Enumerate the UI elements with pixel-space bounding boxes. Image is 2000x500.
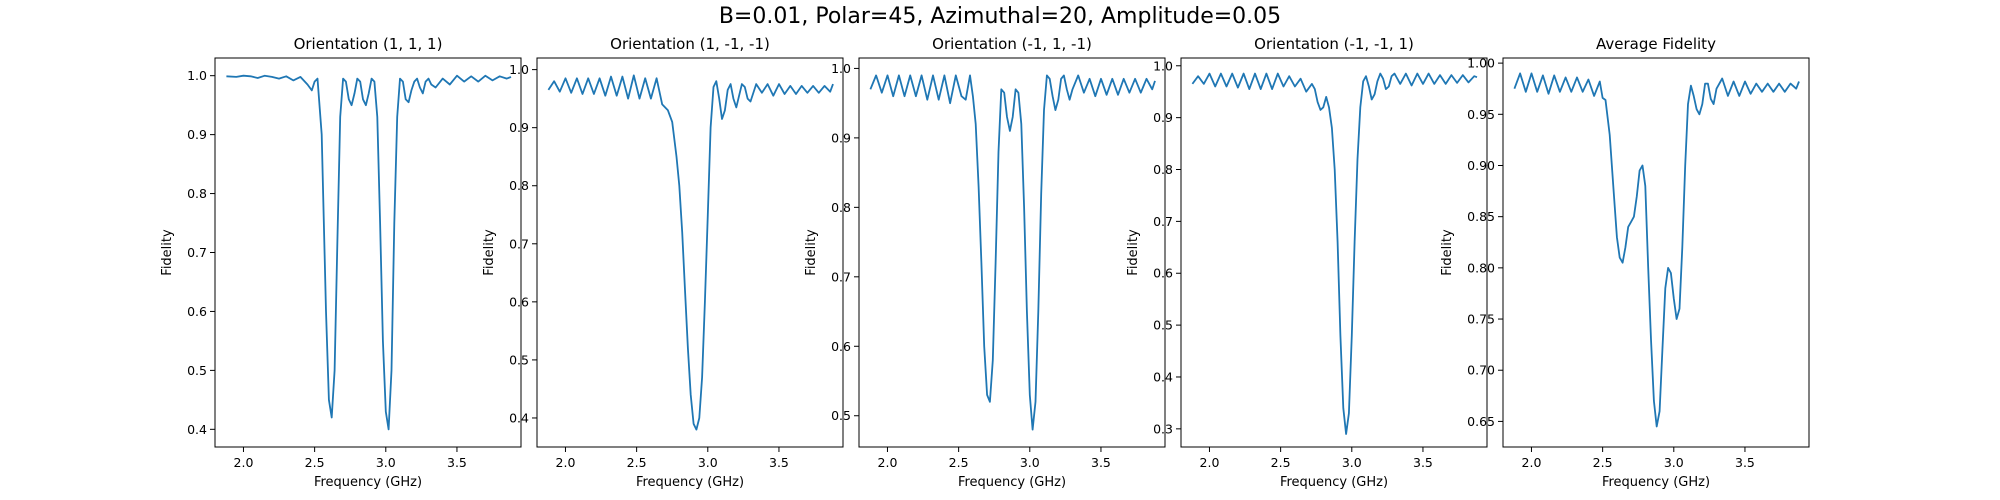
x-tick-label: 2.0 bbox=[556, 455, 576, 470]
y-tick-label: 0.6 bbox=[509, 294, 529, 309]
fidelity-line bbox=[1513, 72, 1800, 428]
x-tick-label: 3.5 bbox=[1413, 455, 1433, 470]
axes-frame bbox=[214, 57, 522, 448]
x-tick-label: 3.5 bbox=[447, 455, 467, 470]
y-tick-label: 0.8 bbox=[831, 200, 851, 215]
y-tick-label: 0.9 bbox=[831, 130, 851, 145]
y-tick-label: 0.70 bbox=[1467, 363, 1495, 378]
axes-frame bbox=[536, 57, 844, 448]
x-tick-label: 2.0 bbox=[234, 455, 254, 470]
y-tick-label: 0.8 bbox=[1153, 162, 1173, 177]
y-tick-label: 0.90 bbox=[1467, 158, 1495, 173]
x-tick-label: 3.0 bbox=[1664, 455, 1684, 470]
figure-title: B=0.01, Polar=45, Azimuthal=20, Amplitud… bbox=[718, 4, 1282, 29]
x-tick-label: 2.5 bbox=[1593, 455, 1613, 470]
subplot-title: Orientation (-1, -1, 1) bbox=[1254, 35, 1414, 53]
x-tick-label: 2.5 bbox=[1271, 455, 1291, 470]
y-tick-label: 0.7 bbox=[509, 236, 529, 251]
axes-frame bbox=[1502, 57, 1810, 448]
y-tick-label: 1.0 bbox=[509, 62, 529, 77]
y-tick-label: 0.95 bbox=[1467, 107, 1495, 122]
y-axis-label: Fidelity bbox=[160, 229, 175, 276]
y-tick-label: 0.65 bbox=[1467, 414, 1495, 429]
subplot-title: Orientation (1, -1, -1) bbox=[610, 35, 770, 53]
y-tick-label: 0.6 bbox=[187, 304, 207, 319]
y-tick-label: 0.80 bbox=[1467, 260, 1495, 275]
y-tick-label: 0.4 bbox=[1153, 369, 1173, 384]
x-tick-label: 3.0 bbox=[698, 455, 718, 470]
y-tick-label: 0.4 bbox=[187, 422, 207, 437]
y-tick-label: 1.0 bbox=[187, 68, 207, 83]
y-tick-label: 0.9 bbox=[1153, 110, 1173, 125]
x-tick-label: 2.0 bbox=[1200, 455, 1220, 470]
subplot-1: Orientation (1, 1, 1) 2.0 2.5 3.0 3.5 0.4 0.5 0… bbox=[160, 35, 522, 490]
y-tick-label: 0.7 bbox=[831, 269, 851, 284]
y-tick-label: 0.3 bbox=[1153, 421, 1173, 436]
y-tick-label: 1.0 bbox=[831, 61, 851, 76]
subplot-title: Orientation (1, 1, 1) bbox=[294, 35, 443, 53]
x-tick-label: 2.5 bbox=[627, 455, 647, 470]
subplot-4: Orientation (-1, -1, 1) 2.0 2.5 3.0 3.5 0.3 0.… bbox=[1126, 35, 1488, 490]
x-tick-label: 2.0 bbox=[1522, 455, 1542, 470]
y-tick-label: 0.8 bbox=[509, 178, 529, 193]
fidelity-line bbox=[547, 74, 834, 431]
subplot-2: Orientation (1, -1, -1) 2.0 2.5 3.0 3.5 0.4 0.… bbox=[482, 35, 844, 490]
y-tick-label: 0.75 bbox=[1467, 312, 1495, 327]
y-tick-label: 0.8 bbox=[187, 186, 207, 201]
y-axis-label: Fidelity bbox=[1440, 229, 1455, 276]
y-tick-label: 0.5 bbox=[509, 352, 529, 367]
y-tick-label: 0.4 bbox=[509, 410, 529, 425]
x-tick-label: 2.0 bbox=[878, 455, 898, 470]
x-tick-label: 2.5 bbox=[305, 455, 325, 470]
axes-frame bbox=[858, 57, 1166, 448]
x-tick-label: 3.0 bbox=[1020, 455, 1040, 470]
y-tick-label: 0.7 bbox=[1153, 214, 1173, 229]
subplot-5: Average Fidelity 2.0 2.5 3.0 3.5 0.65 0.70 0.75… bbox=[1440, 35, 1810, 490]
y-tick-label: 0.9 bbox=[509, 120, 529, 135]
x-tick-label: 3.0 bbox=[376, 455, 396, 470]
axes-frame bbox=[1180, 57, 1488, 448]
y-tick-label: 1.00 bbox=[1467, 56, 1495, 71]
y-axis-label: Fidelity bbox=[804, 229, 819, 276]
y-axis-label: Fidelity bbox=[1126, 229, 1141, 276]
x-tick-label: 2.5 bbox=[949, 455, 969, 470]
y-tick-label: 0.85 bbox=[1467, 209, 1495, 224]
fidelity-line bbox=[1191, 72, 1478, 435]
subplot-3: Orientation (-1, 1, -1) 2.0 2.5 3.0 3.5 0.5 0.… bbox=[804, 35, 1166, 490]
x-axis-label: Frequency (GHz) bbox=[1280, 475, 1388, 490]
x-tick-label: 3.5 bbox=[1735, 455, 1755, 470]
x-axis-label: Frequency (GHz) bbox=[1602, 475, 1710, 490]
x-tick-label: 3.0 bbox=[1342, 455, 1362, 470]
x-tick-label: 3.5 bbox=[1091, 455, 1111, 470]
subplot-title: Orientation (-1, 1, -1) bbox=[932, 35, 1092, 53]
y-tick-label: 1.0 bbox=[1153, 58, 1173, 73]
y-tick-label: 0.5 bbox=[187, 363, 207, 378]
y-tick-label: 0.5 bbox=[1153, 318, 1173, 333]
fidelity-line bbox=[226, 74, 512, 431]
fidelity-line bbox=[869, 74, 1156, 431]
y-tick-label: 0.5 bbox=[831, 408, 851, 423]
y-tick-label: 0.6 bbox=[1153, 266, 1173, 281]
x-axis-label: Frequency (GHz) bbox=[636, 475, 744, 490]
y-tick-label: 0.9 bbox=[187, 127, 207, 142]
y-axis-label: Fidelity bbox=[482, 229, 497, 276]
x-axis-label: Frequency (GHz) bbox=[314, 475, 422, 490]
subplot-title: Average Fidelity bbox=[1596, 35, 1716, 53]
y-tick-label: 0.6 bbox=[831, 339, 851, 354]
y-tick-label: 0.7 bbox=[187, 245, 207, 260]
x-axis-label: Frequency (GHz) bbox=[958, 475, 1066, 490]
x-tick-label: 3.5 bbox=[769, 455, 789, 470]
